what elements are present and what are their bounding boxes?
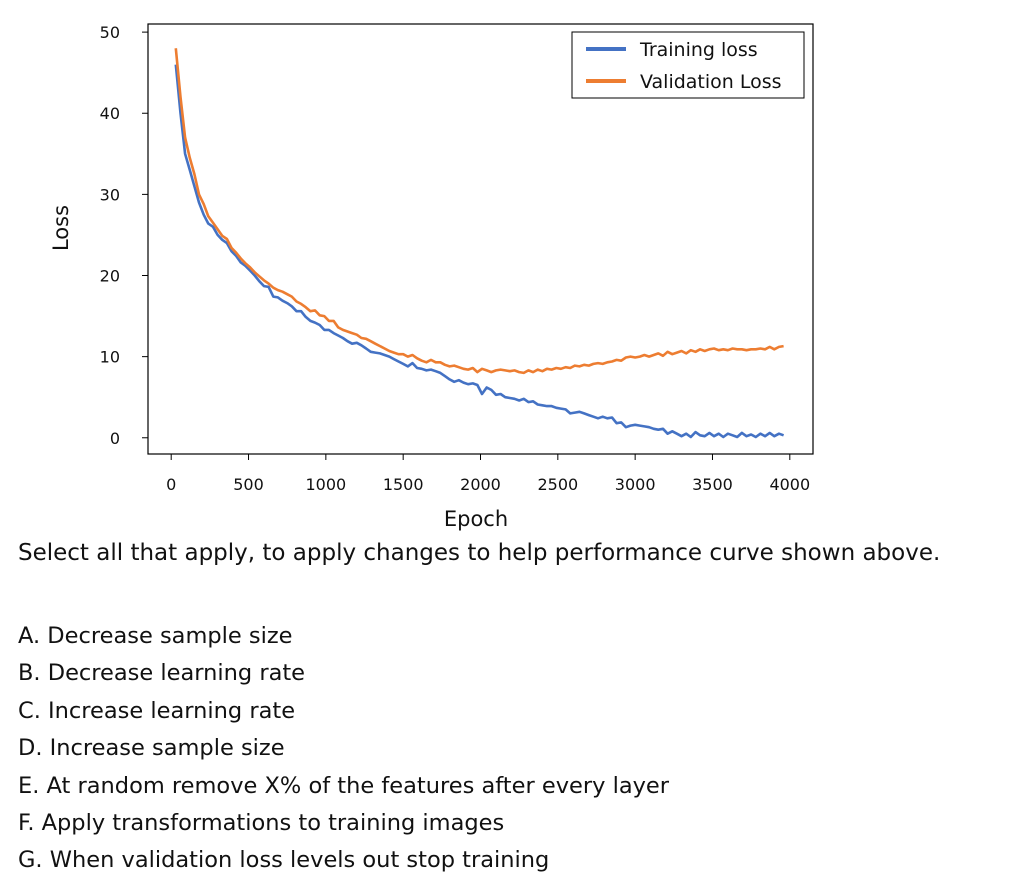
x-tick-label: 2000 — [460, 475, 501, 494]
y-tick-label: 30 — [100, 185, 120, 204]
question-prompt: Select all that apply, to apply changes … — [18, 540, 941, 566]
legend: Training loss Validation Loss — [571, 31, 805, 99]
y-tick-label: 20 — [100, 267, 120, 286]
option-a: A. Decrease sample size — [18, 623, 293, 649]
x-tick-label: 1000 — [305, 475, 346, 494]
y-tick-label: 40 — [100, 104, 120, 123]
option-b: B. Decrease learning rate — [18, 660, 306, 687]
y-tick-label: 0 — [110, 429, 120, 448]
x-tick-label: 2500 — [537, 475, 578, 494]
legend-training-label: Training loss — [639, 39, 758, 61]
x-axis-ticks: 0 500 1000 1500 2000 2500 3000 3500 4000 — [166, 454, 810, 494]
x-tick-label: 3000 — [615, 475, 656, 494]
option-c: C. Increase learning rate — [18, 697, 296, 724]
option-e: E. At random remove X% of the features a… — [18, 772, 670, 799]
x-tick-label: 3500 — [692, 475, 733, 494]
option-f: F. Apply transformations to training ima… — [18, 809, 505, 836]
option-d: D. Increase sample size — [18, 735, 285, 762]
series-line-training-loss — [174, 64, 785, 439]
x-tick-label: 4000 — [769, 475, 810, 494]
answer-options: A. Decrease sample size B. Decrease lear… — [18, 618, 669, 880]
y-axis-ticks: 0 10 20 30 40 50 — [100, 23, 148, 448]
legend-box — [571, 31, 805, 99]
y-tick-label: 10 — [100, 348, 120, 367]
x-tick-label: 500 — [233, 475, 264, 494]
option-g: G. When validation loss levels out stop … — [18, 847, 550, 874]
x-tick-label: 0 — [166, 475, 176, 494]
x-axis-label: Epoch — [444, 507, 508, 531]
y-tick-label: 50 — [100, 23, 120, 42]
x-tick-label: 1500 — [383, 475, 424, 494]
series-line-validation-loss — [174, 48, 784, 375]
y-axis-label: Loss — [49, 205, 73, 251]
legend-validation-label: Validation Loss — [640, 71, 782, 93]
loss-chart: 0 10 20 30 40 50 0 500 1000 1500 2000 2500 3000 3500… — [49, 23, 814, 531]
series-lines — [174, 48, 785, 439]
